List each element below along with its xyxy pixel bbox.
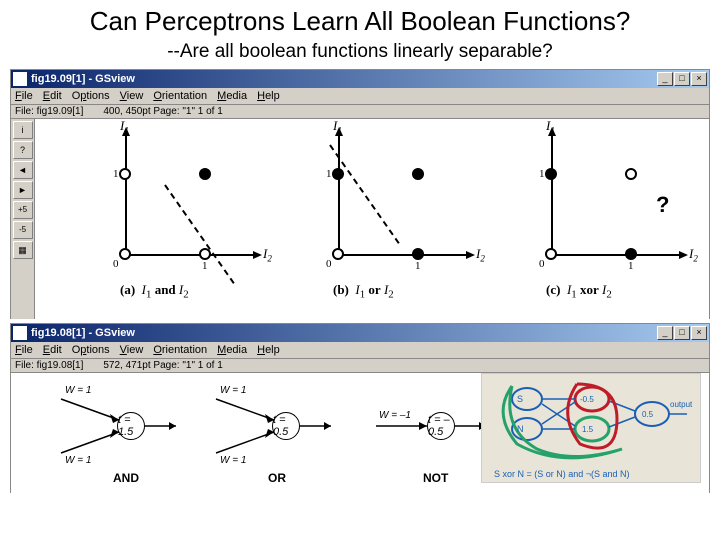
- minimize-button[interactable]: _: [657, 326, 673, 340]
- menu-file[interactable]: File: [15, 90, 33, 102]
- data-point: [119, 248, 131, 260]
- menu-options[interactable]: Options: [72, 344, 110, 356]
- menu-media[interactable]: Media: [217, 344, 247, 356]
- minimize-button[interactable]: _: [657, 72, 673, 86]
- page-subtitle: --Are all boolean functions linearly sep…: [0, 41, 720, 69]
- xor-sketch-overlay: S N -0.5 1.5 0.5 output S xor N = (S or …: [481, 373, 701, 483]
- svg-text:N: N: [517, 424, 524, 434]
- data-point: [199, 168, 211, 180]
- perceptron-or: t = 0.5 W = 1W = 1OR: [206, 381, 356, 491]
- data-point: [332, 168, 344, 180]
- menu-file[interactable]: File: [15, 344, 33, 356]
- info-pos-1: 400, 450pt Page: "1" 1 of 1: [103, 106, 222, 117]
- menu-options[interactable]: Options: [72, 90, 110, 102]
- chart-and: 011I1I2(a) I1 and I2: [95, 124, 295, 314]
- menu-orientation[interactable]: Orientation: [153, 344, 207, 356]
- titlebar-1: fig19.09[1] - GSview _ □ ×: [11, 70, 709, 88]
- weight-label: W = 1: [65, 385, 91, 396]
- chart-caption: (c) I1 xor I2: [546, 282, 612, 301]
- close-button[interactable]: ×: [691, 326, 707, 340]
- svg-text:0.5: 0.5: [642, 410, 654, 419]
- close-button[interactable]: ×: [691, 72, 707, 86]
- separator-line: [164, 184, 234, 283]
- svg-text:S xor N = (S or N) and ¬(S and: S xor N = (S or N) and ¬(S and N): [494, 469, 630, 479]
- tool-help-icon[interactable]: ?: [13, 141, 33, 159]
- chart-xor: 011I1I2?(c) I1 xor I2: [521, 124, 720, 314]
- perceptron-label: NOT: [423, 471, 448, 485]
- menubar-2: File Edit Options View Orientation Media…: [11, 342, 709, 359]
- window-gsview-2: fig19.08[1] - GSview _ □ × File Edit Opt…: [10, 323, 710, 493]
- app-icon: [13, 326, 27, 340]
- question-mark: ?: [656, 192, 669, 218]
- perceptron-and: t = 1.5 W = 1W = 1AND: [51, 381, 201, 491]
- infobar-2: File: fig19.08[1] 572, 471pt Page: "1" 1…: [11, 359, 709, 373]
- chart-caption: (a) I1 and I2: [120, 282, 189, 301]
- data-point: [625, 168, 637, 180]
- canvas-2: t = 1.5 W = 1W = 1ANDt = 0.5 W = 1W = 1O…: [11, 373, 709, 495]
- perceptron-label: AND: [113, 471, 139, 485]
- tool-info-icon[interactable]: i: [13, 121, 33, 139]
- window-gsview-1: fig19.09[1] - GSview _ □ × File Edit Opt…: [10, 69, 710, 319]
- weight-label: W = 1: [220, 455, 246, 466]
- svg-text:-0.5: -0.5: [580, 395, 594, 404]
- tool-grid-icon[interactable]: ▦: [13, 241, 33, 259]
- menu-help[interactable]: Help: [257, 90, 280, 102]
- menubar-1: File Edit Options View Orientation Media…: [11, 88, 709, 105]
- data-point: [119, 168, 131, 180]
- page-title: Can Perceptrons Learn All Boolean Functi…: [0, 0, 720, 41]
- chart-or: 011I1I2(b) I1 or I2: [308, 124, 508, 314]
- menu-view[interactable]: View: [120, 344, 144, 356]
- tool-prev-icon[interactable]: ◄: [13, 161, 33, 179]
- svg-text:S: S: [517, 394, 523, 404]
- canvas-1: 011I1I2(a) I1 and I2011I1I2(b) I1 or I20…: [35, 119, 709, 319]
- menu-edit[interactable]: Edit: [43, 344, 62, 356]
- window-caption-1: fig19.09[1] - GSview: [31, 73, 657, 85]
- data-point: [545, 168, 557, 180]
- weight-label: W = 1: [220, 385, 246, 396]
- tool-minus5-icon[interactable]: -5: [13, 221, 33, 239]
- svg-text:output: output: [670, 400, 693, 409]
- menu-edit[interactable]: Edit: [43, 90, 62, 102]
- maximize-button[interactable]: □: [674, 326, 690, 340]
- weight-label: W = 1: [65, 455, 91, 466]
- app-icon: [13, 72, 27, 86]
- perceptron-label: OR: [268, 471, 286, 485]
- info-pos-2: 572, 471pt Page: "1" 1 of 1: [103, 360, 222, 371]
- menu-view[interactable]: View: [120, 90, 144, 102]
- maximize-button[interactable]: □: [674, 72, 690, 86]
- data-point: [412, 168, 424, 180]
- info-file-2: File: fig19.08[1]: [15, 360, 83, 371]
- svg-text:1.5: 1.5: [582, 425, 594, 434]
- data-point: [332, 248, 344, 260]
- tool-next-icon[interactable]: ►: [13, 181, 33, 199]
- weight-label: W = –1: [379, 410, 411, 421]
- data-point: [545, 248, 557, 260]
- menu-orientation[interactable]: Orientation: [153, 90, 207, 102]
- data-point: [625, 248, 637, 260]
- info-file-1: File: fig19.09[1]: [15, 106, 83, 117]
- data-point: [412, 248, 424, 260]
- menu-help[interactable]: Help: [257, 344, 280, 356]
- tool-plus5-icon[interactable]: +5: [13, 201, 33, 219]
- window-caption-2: fig19.08[1] - GSview: [31, 327, 657, 339]
- infobar-1: File: fig19.09[1] 400, 450pt Page: "1" 1…: [11, 105, 709, 119]
- vertical-toolbar: i ? ◄ ► +5 -5 ▦: [11, 119, 35, 319]
- titlebar-2: fig19.08[1] - GSview _ □ ×: [11, 324, 709, 342]
- menu-media[interactable]: Media: [217, 90, 247, 102]
- chart-caption: (b) I1 or I2: [333, 282, 394, 301]
